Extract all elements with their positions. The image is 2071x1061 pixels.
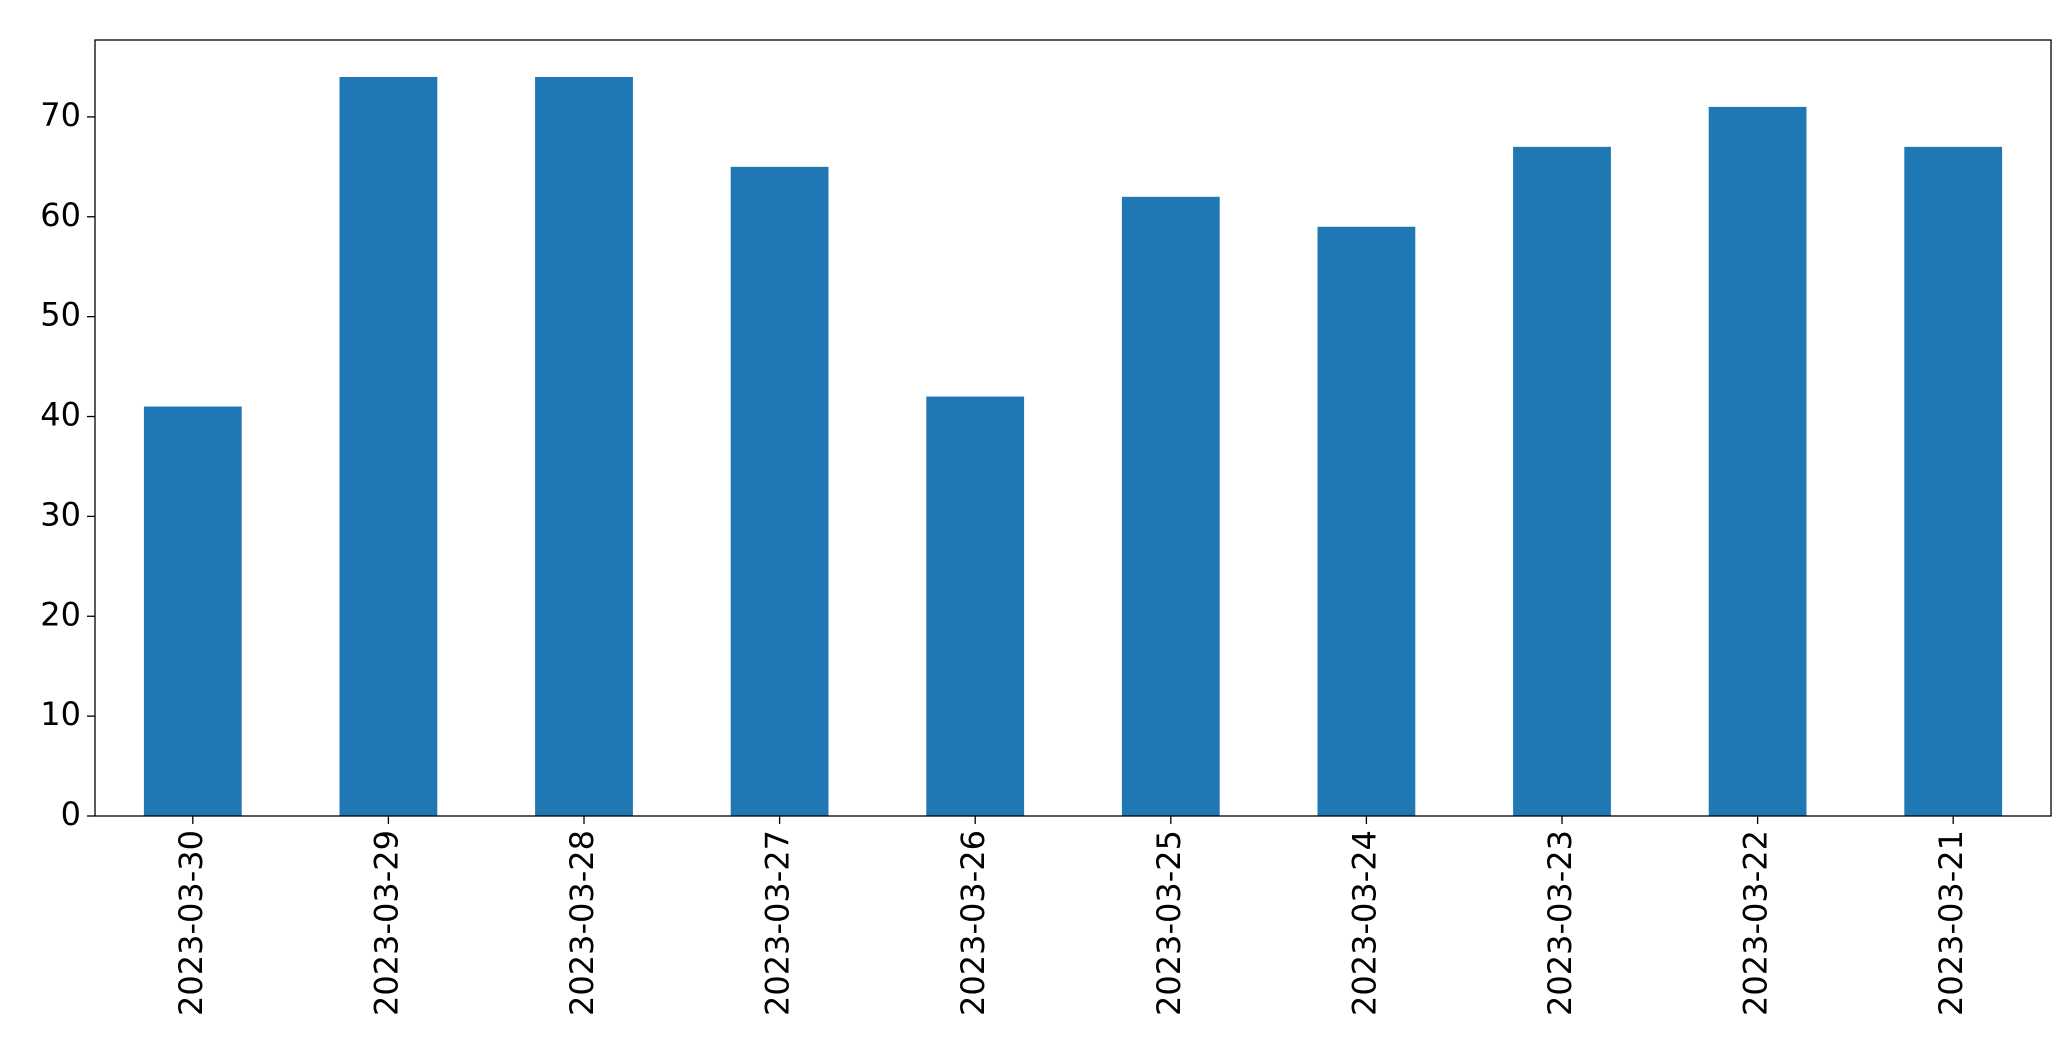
x-tick-label: 2023-03-28 (563, 830, 601, 1016)
bar (926, 396, 1025, 816)
y-tick-label: 70 (40, 96, 81, 134)
y-tick-label: 50 (40, 296, 81, 334)
y-tick-label: 0 (61, 795, 81, 833)
bar (730, 166, 829, 816)
x-tick-label: 2023-03-27 (759, 830, 797, 1016)
y-tick-label: 10 (40, 695, 81, 733)
y-tick-label: 30 (40, 495, 81, 533)
bar (535, 76, 633, 816)
plot-frame (94, 39, 2052, 817)
bar (1317, 226, 1416, 816)
y-tick-label: 40 (40, 396, 81, 434)
x-tick-label: 2023-03-26 (954, 830, 992, 1016)
x-tick-label: 2023-03-29 (367, 830, 405, 1016)
y-tick-label: 60 (40, 196, 81, 234)
bar (1904, 146, 2003, 816)
x-tick-label: 2023-03-30 (172, 830, 210, 1016)
bar (1708, 106, 1807, 817)
bar (339, 76, 438, 816)
bar (1513, 146, 1611, 816)
bar (143, 406, 242, 816)
x-tick-label: 2023-03-22 (1737, 830, 1775, 1016)
y-tick-label: 20 (40, 595, 81, 633)
x-tick-label: 2023-03-25 (1150, 830, 1188, 1016)
x-tick-label: 2023-03-24 (1345, 830, 1383, 1016)
bar (1121, 196, 1220, 816)
x-tick-label: 2023-03-23 (1541, 830, 1579, 1016)
x-tick-label: 2023-03-21 (1932, 830, 1970, 1016)
